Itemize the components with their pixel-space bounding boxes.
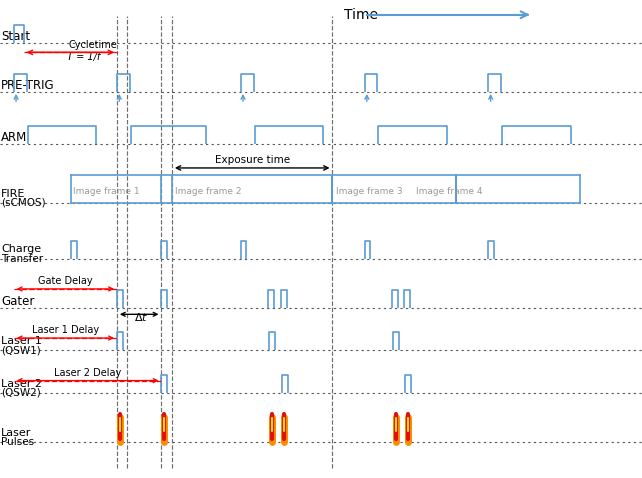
Text: Gate Delay: Gate Delay [38,276,92,286]
Text: Image frame 1: Image frame 1 [73,187,140,196]
Text: Gater: Gater [1,295,34,308]
Text: Laser 1 Delay: Laser 1 Delay [32,326,99,336]
Text: (sCMOS): (sCMOS) [1,198,46,208]
Text: Image frame 4: Image frame 4 [417,187,483,196]
Text: Exposure time: Exposure time [214,155,290,165]
Text: PRE-TRIG: PRE-TRIG [1,78,55,92]
Text: (QSW1): (QSW1) [1,345,40,355]
Text: Transfer: Transfer [1,254,43,264]
Text: Laser 2: Laser 2 [1,379,42,389]
Text: Pulses: Pulses [1,437,34,447]
Text: T = 1/f: T = 1/f [67,52,100,62]
Text: ARM: ARM [1,131,27,144]
Text: (QSW2): (QSW2) [1,388,40,398]
Text: Laser 1: Laser 1 [1,336,42,346]
Text: Start: Start [1,30,30,43]
Text: Charge: Charge [1,244,41,254]
Text: Image frame 2: Image frame 2 [175,187,241,196]
Text: Laser: Laser [1,428,31,438]
Text: Image frame 3: Image frame 3 [336,187,403,196]
Text: $\Delta t$: $\Delta t$ [134,311,148,323]
Text: Laser 2 Delay: Laser 2 Delay [54,368,121,378]
Text: Time: Time [344,8,378,22]
Text: Cycletime: Cycletime [69,41,117,51]
Text: FIRE: FIRE [1,189,25,199]
